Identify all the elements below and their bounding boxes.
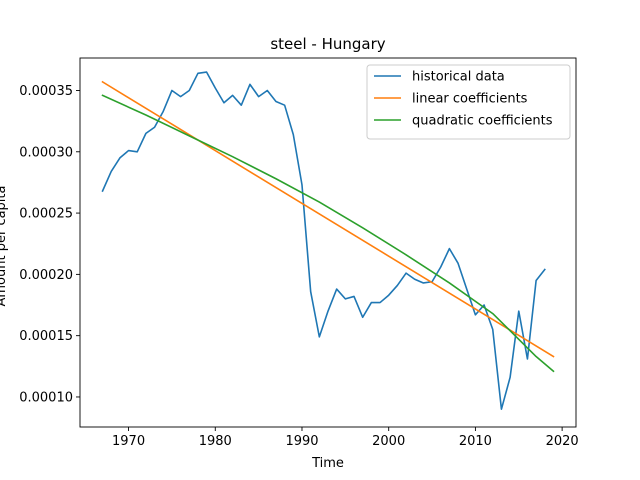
x-tick-label-1: 1980 (199, 434, 232, 449)
plot-area (79, 57, 577, 428)
y-tick-label-1: 0.00015 (19, 329, 73, 344)
series-line-1 (101, 80, 555, 358)
legend-box (366, 64, 571, 140)
x-tick-label-5: 2020 (546, 434, 579, 449)
chart-title: steel - Hungary (270, 35, 385, 53)
plot-frame (79, 57, 577, 428)
legend: historical data linear coefficients quadra… (366, 64, 571, 140)
legend-entry-0: historical data (412, 70, 505, 85)
x-tick-label-4: 2010 (459, 434, 492, 449)
x-tick-label-2: 1990 (285, 434, 318, 449)
x-axis: 1970 1980 1990 2000 2010 2020 (112, 427, 579, 449)
series-line-2 (101, 94, 555, 373)
y-tick-label-0: 0.00010 (19, 390, 73, 405)
y-tick-label-3: 0.00025 (19, 207, 73, 222)
x-tick-label-3: 2000 (372, 434, 405, 449)
x-tick-label-0: 1970 (112, 434, 145, 449)
legend-entry-2: quadratic coefficients (412, 114, 553, 129)
series-line-0 (101, 71, 546, 411)
y-axis-label: Amount per capita (0, 186, 9, 307)
x-axis-label: Time (311, 456, 344, 471)
y-tick-label-2: 0.00020 (19, 268, 73, 283)
legend-entry-1: linear coefficients (412, 92, 528, 107)
y-tick-label-5: 0.00035 (19, 84, 73, 99)
y-axis: 0.00010 0.00015 0.00020 0.00025 0.00030 0.000… (19, 84, 80, 405)
y-tick-label-4: 0.00030 (19, 145, 73, 160)
